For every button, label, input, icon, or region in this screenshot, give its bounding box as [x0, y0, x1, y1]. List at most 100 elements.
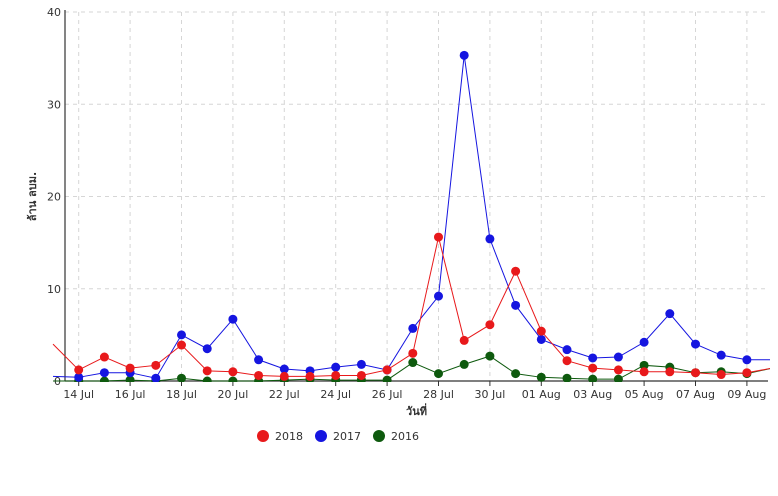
data-point[interactable] — [459, 335, 469, 345]
data-point[interactable] — [74, 372, 84, 382]
data-point[interactable] — [228, 376, 238, 386]
x-tick-label: 14 Jul — [63, 388, 94, 401]
data-point[interactable] — [382, 365, 392, 375]
data-point[interactable] — [254, 355, 264, 365]
data-point[interactable] — [511, 266, 521, 276]
x-tick-label: 16 Jul — [115, 388, 146, 401]
data-point[interactable] — [511, 369, 521, 379]
x-tick-label: 18 Jul — [166, 388, 197, 401]
data-point[interactable] — [151, 360, 161, 370]
data-point[interactable] — [691, 339, 700, 349]
data-point[interactable] — [613, 365, 623, 375]
data-point[interactable] — [485, 320, 495, 330]
data-point[interactable] — [254, 370, 264, 380]
data-point[interactable] — [588, 353, 598, 363]
x-tick-label: 30 Jul — [475, 388, 506, 401]
data-point[interactable] — [613, 374, 623, 384]
data-point[interactable] — [434, 232, 443, 242]
grid — [65, 11, 768, 381]
data-point[interactable] — [562, 345, 572, 355]
data-point[interactable] — [99, 368, 109, 378]
legend-label: 2016 — [391, 430, 419, 443]
data-point[interactable] — [613, 352, 623, 362]
series-2017 — [52, 50, 770, 383]
data-point[interactable] — [588, 363, 598, 373]
data-point[interactable] — [742, 355, 752, 365]
legend-marker — [373, 430, 385, 442]
data-point[interactable] — [408, 358, 418, 368]
data-point[interactable] — [99, 376, 109, 386]
legend-item-2016[interactable]: 2016 — [373, 430, 419, 443]
data-point[interactable] — [99, 352, 109, 362]
x-tick-label: 22 Jul — [269, 388, 300, 401]
y-tick-label: 10 — [47, 283, 61, 296]
data-point[interactable] — [691, 368, 700, 378]
data-point[interactable] — [331, 362, 341, 372]
data-point[interactable] — [716, 370, 726, 380]
data-point[interactable] — [177, 373, 186, 383]
data-point[interactable] — [202, 344, 212, 354]
data-point[interactable] — [485, 234, 495, 244]
data-point[interactable] — [562, 356, 572, 366]
data-point[interactable] — [279, 371, 289, 381]
data-point[interactable] — [485, 351, 495, 361]
x-tick-label: 07 Aug — [676, 388, 715, 401]
data-point[interactable] — [151, 373, 161, 383]
x-tick-label: 09 Aug — [727, 388, 766, 401]
data-point[interactable] — [459, 359, 469, 369]
data-point[interactable] — [177, 330, 186, 340]
y-tick-label: 40 — [47, 6, 61, 19]
data-point[interactable] — [125, 375, 135, 385]
data-point[interactable] — [511, 300, 521, 310]
data-point[interactable] — [331, 370, 341, 380]
data-point[interactable] — [125, 363, 135, 373]
x-tick-label: 28 Jul — [423, 388, 454, 401]
x-tick-label: 01 Aug — [522, 388, 561, 401]
data-point[interactable] — [408, 323, 418, 333]
data-point[interactable] — [742, 368, 752, 378]
data-point[interactable] — [305, 371, 315, 381]
x-tick-label: 03 Aug — [573, 388, 612, 401]
data-point[interactable] — [202, 366, 212, 376]
x-tick-label: 24 Jul — [320, 388, 351, 401]
data-point[interactable] — [588, 374, 598, 384]
data-point[interactable] — [536, 326, 546, 336]
series-2018 — [52, 232, 770, 381]
data-point[interactable] — [639, 337, 649, 347]
data-point[interactable] — [562, 373, 572, 383]
data-point[interactable] — [665, 367, 675, 377]
x-axis-title: วันที่ — [406, 403, 427, 418]
data-point[interactable] — [279, 364, 289, 374]
x-tick-label: 26 Jul — [372, 388, 403, 401]
data-point[interactable] — [228, 367, 238, 377]
data-point[interactable] — [434, 291, 443, 301]
y-axis-title: ล้าน ลบม. — [26, 172, 39, 221]
legend[interactable]: 2018 2017 2016 — [257, 430, 419, 443]
data-point[interactable] — [434, 369, 443, 379]
data-point[interactable] — [408, 348, 418, 358]
legend-marker — [257, 430, 269, 442]
y-tick-label: 30 — [47, 98, 61, 111]
data-point[interactable] — [228, 314, 238, 324]
legend-label: 2018 — [275, 430, 303, 443]
data-point[interactable] — [177, 340, 186, 350]
data-point[interactable] — [459, 50, 469, 60]
x-tick-label: 20 Jul — [218, 388, 249, 401]
data-point[interactable] — [716, 350, 726, 360]
legend-item-2018[interactable]: 2018 — [257, 430, 303, 443]
data-point[interactable] — [536, 372, 546, 382]
data-point[interactable] — [382, 375, 392, 385]
legend-item-2017[interactable]: 2017 — [315, 430, 361, 443]
data-point[interactable] — [639, 367, 649, 377]
data-point[interactable] — [356, 359, 366, 369]
data-point[interactable] — [356, 370, 366, 380]
series-layer — [52, 50, 770, 386]
data-point[interactable] — [74, 365, 84, 375]
data-point[interactable] — [639, 360, 649, 370]
data-point[interactable] — [536, 334, 546, 344]
y-tick-label: 20 — [47, 191, 61, 204]
data-point[interactable] — [665, 309, 675, 319]
data-point[interactable] — [202, 376, 212, 386]
